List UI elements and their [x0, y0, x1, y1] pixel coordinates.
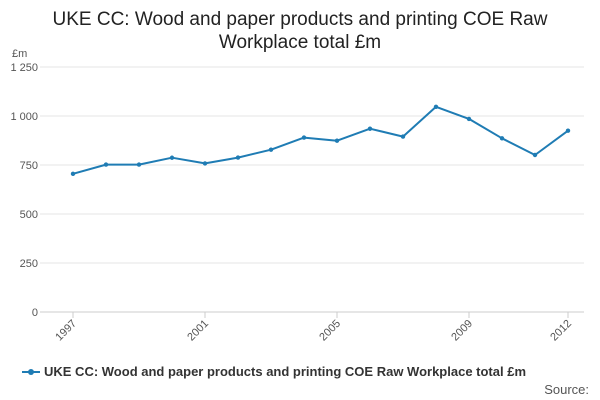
data-point [136, 162, 142, 167]
data-point [202, 161, 208, 166]
data-point [565, 128, 571, 133]
chart-title-line-1: UKE CC: Wood and paper products and prin… [52, 9, 548, 30]
data-point [367, 126, 373, 131]
data-point [532, 152, 538, 158]
y-tick-label: 250 [20, 258, 38, 270]
legend-series-label: UKE CC: Wood and paper products and prin… [44, 364, 527, 379]
legend-series-swatch [22, 366, 40, 378]
chart-title-line-2: Workplace total £m [218, 32, 382, 53]
x-tick-label: 2012 [548, 318, 574, 344]
chart-title: UKE CC: Wood and paper products and prin… [0, 8, 600, 54]
x-tick-label: 1997 [53, 318, 79, 344]
data-point [70, 171, 76, 177]
data-point [334, 138, 340, 143]
x-tick-label: 2001 [185, 318, 211, 344]
data-point [235, 155, 241, 160]
data-point [169, 155, 175, 160]
data-point [301, 135, 307, 140]
data-point [499, 136, 505, 141]
y-tick-label: 1 250 [10, 62, 38, 74]
y-tick-label: 750 [20, 160, 38, 172]
data-point [433, 104, 439, 109]
legend[interactable]: UKE CC: Wood and paper products and prin… [22, 364, 526, 379]
x-tick-label: 2005 [317, 318, 343, 344]
x-tick-label: 2009 [449, 318, 475, 344]
series-line [72, 105, 569, 175]
data-point [103, 162, 109, 167]
y-axis-label: £m [12, 48, 27, 60]
data-point [268, 147, 274, 152]
data-point [400, 134, 406, 139]
y-tick-label: 0 [32, 307, 38, 319]
data-point [466, 116, 472, 122]
y-tick-label: 500 [20, 209, 38, 221]
y-tick-label: 1 000 [10, 111, 38, 123]
source-label: Source: [544, 382, 589, 397]
